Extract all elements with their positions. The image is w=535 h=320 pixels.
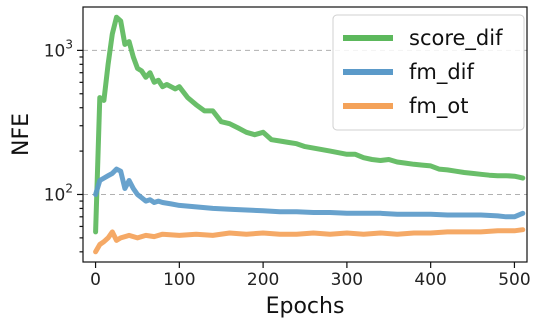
x-axis-label: Epochs	[266, 294, 345, 319]
legend-label: fm_dif	[409, 60, 475, 85]
y-tick-label: 102	[44, 181, 73, 205]
series-layer	[93, 14, 526, 255]
series-line-score-dif	[93, 14, 526, 235]
x-tick-label: 200	[247, 270, 279, 290]
legend: score_dif fm_dif fm_ot	[332, 14, 525, 131]
tick-layer: 102 103 0 100 200 300 400 500	[44, 37, 531, 290]
series-line-fm-ot	[93, 227, 526, 255]
series-line-fm-dif	[93, 166, 526, 220]
legend-box	[332, 14, 525, 131]
legend-label: score_dif	[409, 26, 503, 51]
x-tick-label: 300	[331, 270, 363, 290]
x-tick-label: 500	[498, 270, 530, 290]
plot-frame	[82, 6, 528, 263]
y-tick-label: 103	[44, 37, 73, 61]
x-tick-label: 100	[163, 270, 195, 290]
legend-label: fm_ot	[409, 94, 468, 119]
x-tick-label: 400	[414, 270, 446, 290]
x-tick-label: 0	[90, 270, 101, 290]
y-axis-label: NFE	[9, 113, 34, 156]
